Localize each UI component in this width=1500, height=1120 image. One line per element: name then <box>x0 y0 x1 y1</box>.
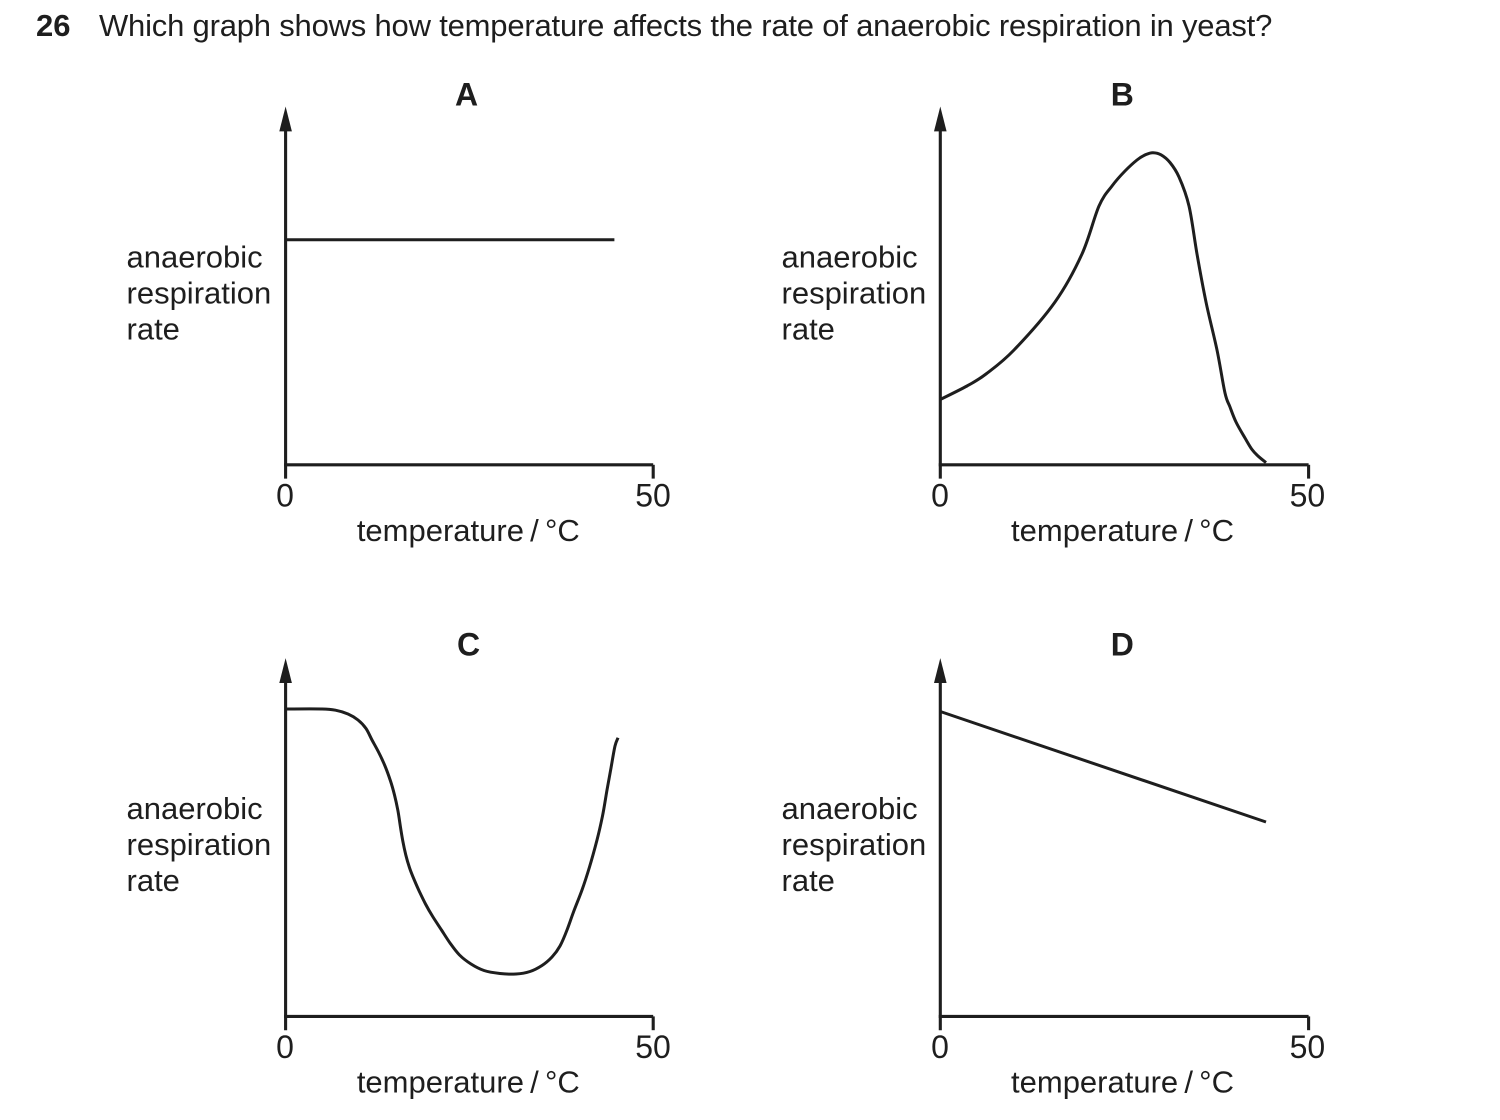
svg-text:rate: rate <box>782 863 835 898</box>
svg-text:0: 0 <box>931 478 949 514</box>
svg-text:26: 26 <box>36 8 70 43</box>
svg-text:50: 50 <box>1290 478 1326 514</box>
svg-text:C: C <box>457 627 480 663</box>
svg-text:D: D <box>1111 627 1134 663</box>
svg-text:temperature / °C: temperature / °C <box>357 513 580 548</box>
svg-text:50: 50 <box>635 478 671 514</box>
svg-text:rate: rate <box>127 863 180 898</box>
svg-text:respiration: respiration <box>127 827 272 862</box>
svg-text:50: 50 <box>635 1029 671 1065</box>
svg-text:0: 0 <box>276 478 294 514</box>
svg-text:anaerobic: anaerobic <box>127 791 263 826</box>
svg-text:temperature / °C: temperature / °C <box>357 1065 580 1100</box>
svg-text:anaerobic: anaerobic <box>782 791 918 826</box>
svg-text:rate: rate <box>127 312 180 347</box>
svg-text:anaerobic: anaerobic <box>127 240 263 275</box>
svg-text:50: 50 <box>1290 1029 1326 1065</box>
svg-text:temperature / °C: temperature / °C <box>1011 513 1234 548</box>
svg-text:0: 0 <box>276 1029 294 1065</box>
svg-text:B: B <box>1111 77 1134 113</box>
svg-text:Which graph shows how temperat: Which graph shows how temperature affect… <box>99 8 1272 43</box>
svg-text:respiration: respiration <box>127 276 272 311</box>
svg-text:A: A <box>455 77 478 113</box>
svg-text:anaerobic: anaerobic <box>782 240 918 275</box>
svg-text:respiration: respiration <box>782 276 927 311</box>
svg-text:0: 0 <box>931 1029 949 1065</box>
svg-text:temperature / °C: temperature / °C <box>1011 1065 1234 1100</box>
svg-text:respiration: respiration <box>782 827 927 862</box>
svg-text:rate: rate <box>782 312 835 347</box>
